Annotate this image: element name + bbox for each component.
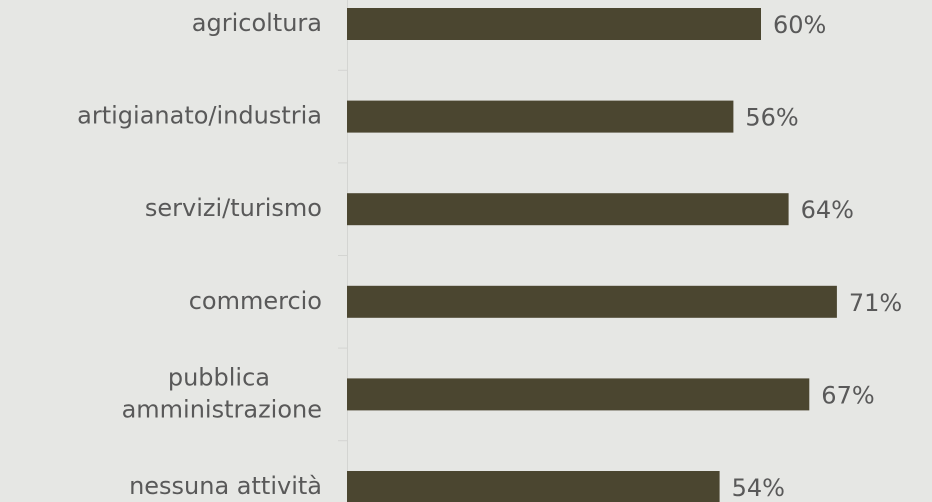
value-label: 54%	[732, 474, 785, 502]
value-label: 67%	[821, 381, 874, 409]
category-label: artigianato/industria	[77, 102, 322, 130]
value-label: 71%	[849, 289, 902, 317]
bar	[347, 285, 837, 318]
bar	[347, 471, 720, 502]
category-label: pubblica amministrazione	[122, 363, 322, 423]
value-label: 60%	[773, 11, 826, 39]
category-label: servizi/turismo	[145, 194, 322, 222]
bar	[347, 193, 789, 226]
bar	[347, 378, 810, 411]
category-label: agricoltura	[192, 9, 322, 37]
bar	[347, 8, 761, 40]
category-label: commercio	[189, 287, 322, 315]
value-label: 64%	[801, 196, 854, 224]
value-label: 56%	[745, 104, 798, 132]
bar	[347, 100, 734, 133]
category-label: nessuna attività	[129, 472, 322, 500]
